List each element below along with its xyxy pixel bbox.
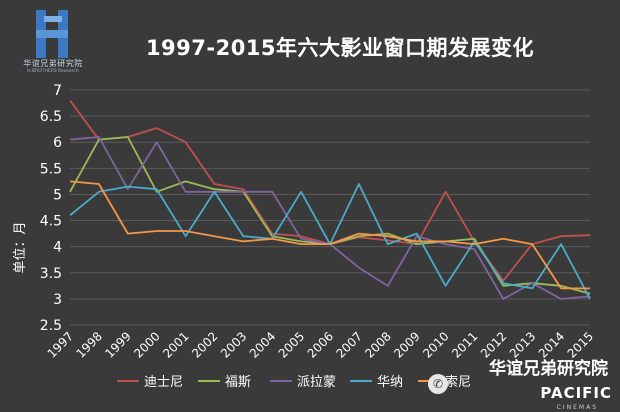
chart-grid [70, 89, 590, 326]
series-line [69, 180, 590, 290]
x-tick-label: 2004 [247, 329, 278, 360]
x-tick-label: 2008 [362, 329, 393, 360]
legend-label: 索尼 [445, 375, 471, 390]
series-line [69, 99, 591, 282]
x-tick-label: 2001 [160, 329, 191, 360]
logo-sub-text: H.BROTHERS Research [27, 69, 79, 74]
y-tick-label: 4 [53, 240, 62, 256]
series-lines [69, 99, 591, 300]
x-tick-label: 2005 [276, 329, 307, 360]
x-tick-label: 2002 [189, 329, 220, 360]
y-tick-label: 6.5 [40, 109, 62, 125]
y-tick-label: 4.5 [40, 214, 62, 230]
y-tick-label: 6 [53, 135, 62, 151]
watermark-sub: CINEMAS [556, 404, 598, 411]
y-tick-label: 5 [53, 187, 62, 203]
y-tick-label: 5.5 [40, 161, 62, 177]
x-tick-label: 2010 [420, 329, 451, 360]
x-tick-label: 2000 [131, 329, 162, 360]
legend-label: 迪士尼 [144, 375, 183, 390]
y-axis-label: 单位：月 [13, 221, 28, 273]
y-tick-label: 3 [53, 292, 62, 308]
wechat-icon: ✆ [428, 374, 448, 394]
y-axis-ticks: 2.5 3 3.5 4 4.5 5 5.5 6 6.5 7 [40, 83, 62, 334]
legend-label: 福斯 [225, 375, 251, 390]
x-tick-label: 1999 [102, 329, 133, 360]
logo-text: 华谊兄弟研究院 [23, 59, 83, 68]
x-tick-label: 2003 [218, 329, 249, 360]
logo-icon [36, 10, 68, 58]
x-tick-label: 2009 [391, 329, 422, 360]
legend: 迪士尼 福斯 派拉蒙 华纳 索尼 [117, 375, 471, 390]
chart-title: 1997-2015年六大影业窗口期发展变化 [145, 36, 535, 60]
y-tick-label: 2.5 [40, 318, 62, 334]
y-tick-label: 3.5 [40, 266, 62, 282]
x-tick-label: 2006 [305, 329, 336, 360]
legend-label: 派拉蒙 [297, 375, 336, 390]
legend-label: 华纳 [377, 375, 403, 390]
series-line [69, 136, 591, 300]
watermark-text: 华谊兄弟研究院 [489, 359, 608, 379]
y-tick-label: 7 [53, 83, 62, 99]
x-tick-label: 2007 [334, 329, 365, 360]
x-tick-label: 1998 [74, 329, 105, 360]
watermark-brand: PACIFIC [540, 384, 612, 402]
x-tick-label: 2011 [449, 329, 480, 360]
series-line [69, 183, 591, 300]
